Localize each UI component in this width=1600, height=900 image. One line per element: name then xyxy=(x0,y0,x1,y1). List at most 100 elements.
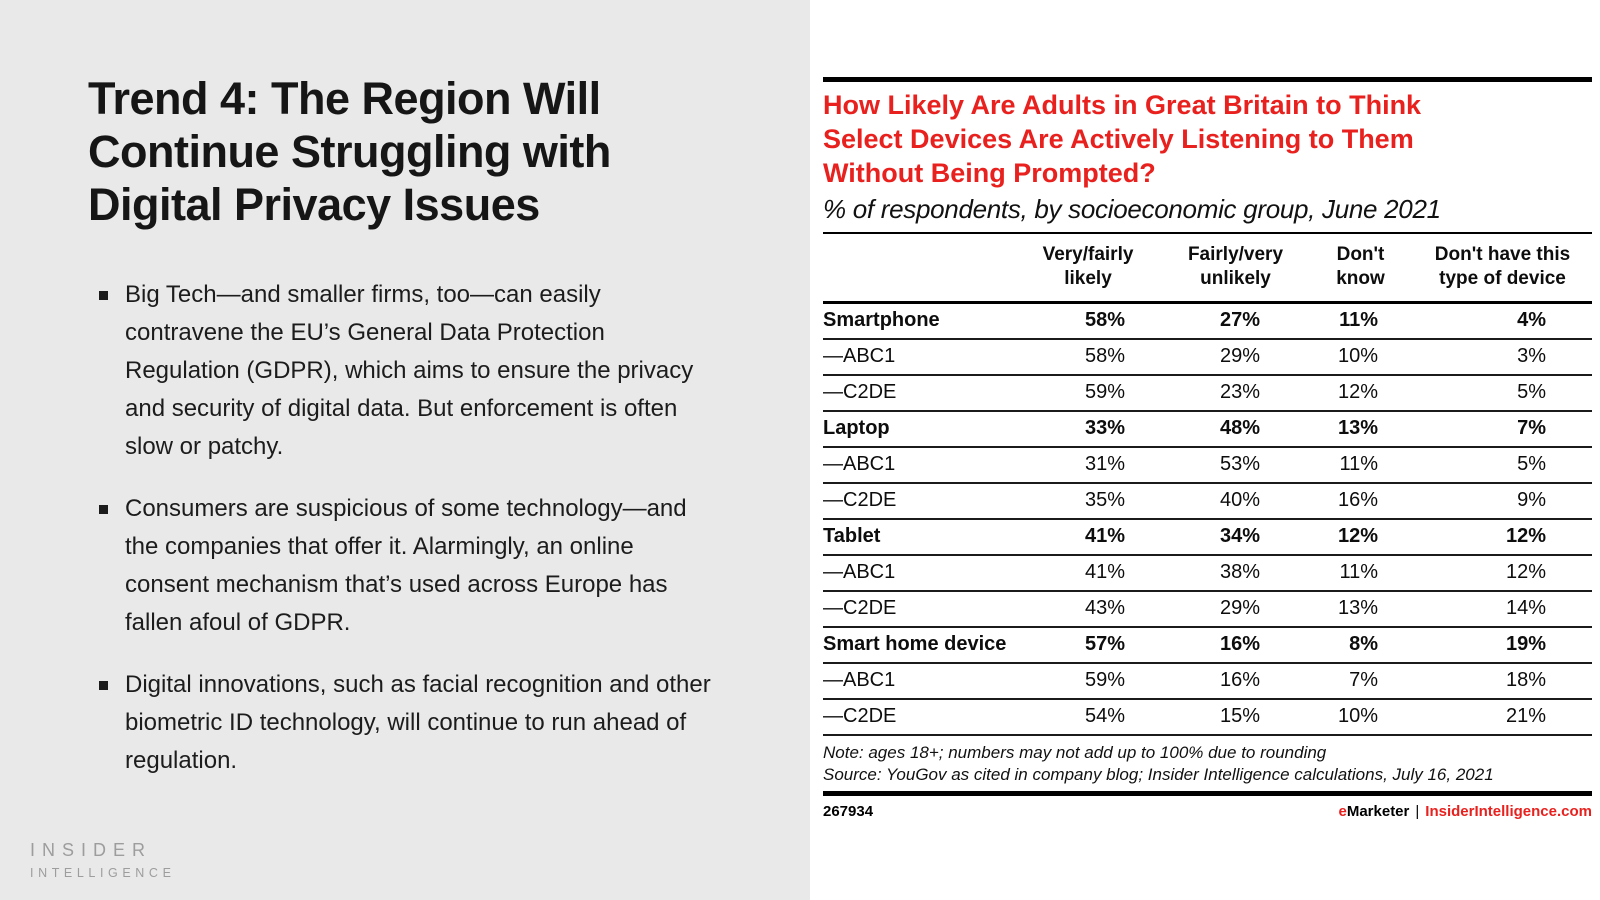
row-value: 29% xyxy=(1219,345,1260,367)
table-row: —ABC1 31% 53% 11% 5% xyxy=(823,448,1592,484)
table-row: Smart home device 57% 16% 8% 19% xyxy=(823,628,1592,664)
row-value: 10% xyxy=(1337,705,1378,727)
row-value: 8% xyxy=(1349,633,1378,655)
row-value: 35% xyxy=(1084,489,1125,511)
column-header-line: type of device xyxy=(1439,268,1566,289)
row-value: 21% xyxy=(1505,705,1546,727)
table-row: —ABC1 41% 38% 11% 12% xyxy=(823,556,1592,592)
insider-intelligence-logo: INSIDER INTELLIGENCE xyxy=(30,840,176,880)
row-value: 23% xyxy=(1219,381,1260,403)
logo-line-insider: INSIDER xyxy=(30,840,153,860)
row-value: 7% xyxy=(1517,417,1546,439)
row-label: —ABC1 xyxy=(823,561,896,583)
emarketer-chart: How Likely Are Adults in Great Britain t… xyxy=(823,77,1592,820)
chart-footer: 267934 eMarketer | InsiderIntelligence.com xyxy=(823,803,1592,820)
row-value: 41% xyxy=(1084,525,1125,547)
row-value: 59% xyxy=(1084,381,1125,403)
header-divider xyxy=(823,301,1592,304)
row-value: 34% xyxy=(1219,525,1260,547)
page-title: Trend 4: The Region Will Continue Strugg… xyxy=(88,72,748,231)
row-value: 16% xyxy=(1219,669,1260,691)
table-row: Smartphone 58% 27% 11% 4% xyxy=(823,304,1592,340)
page-title-line: Digital Privacy Issues xyxy=(88,179,540,230)
chart-title: How Likely Are Adults in Great Britain t… xyxy=(823,88,1592,190)
row-value: 4% xyxy=(1517,309,1546,331)
row-value: 31% xyxy=(1084,453,1125,475)
row-label: —ABC1 xyxy=(823,453,896,475)
chart-title-line: Select Devices Are Actively Listening to… xyxy=(823,124,1414,154)
page-title-line: Continue Struggling with xyxy=(88,126,611,177)
row-value: 3% xyxy=(1517,345,1546,367)
emarketer-logo-rest: Marketer xyxy=(1346,803,1410,820)
chart-bottom-divider xyxy=(823,791,1592,796)
row-value: 29% xyxy=(1219,597,1260,619)
column-header: Don't know xyxy=(1308,243,1413,291)
logo-line-intelligence: INTELLIGENCE xyxy=(30,866,176,880)
row-value: 59% xyxy=(1084,669,1125,691)
column-header: Fairly/very unlikely xyxy=(1163,243,1308,291)
row-value: 16% xyxy=(1219,633,1260,655)
column-header-line: Don't have this xyxy=(1434,244,1571,265)
row-value: 48% xyxy=(1219,417,1260,439)
row-value: 11% xyxy=(1339,309,1378,331)
row-value: 58% xyxy=(1084,345,1125,367)
column-header-line: Fairly/very xyxy=(1187,244,1284,265)
column-header-line: unlikely xyxy=(1200,268,1271,289)
chart-top-divider xyxy=(823,77,1592,82)
row-value: 54% xyxy=(1084,705,1125,727)
row-label: Smartphone xyxy=(823,309,940,331)
table-row: —C2DE 54% 15% 10% 21% xyxy=(823,700,1592,736)
table-row: —C2DE 43% 29% 13% 14% xyxy=(823,592,1592,628)
row-label: —C2DE xyxy=(823,705,897,727)
row-value: 13% xyxy=(1337,417,1378,439)
row-value: 18% xyxy=(1505,669,1546,691)
column-header-line: Don't xyxy=(1336,244,1385,265)
row-value: 12% xyxy=(1505,561,1546,583)
column-header-line: Very/fairly xyxy=(1042,244,1134,265)
list-item: Digital innovations, such as facial reco… xyxy=(99,666,724,780)
row-value: 19% xyxy=(1505,633,1546,655)
source-line: Source: YouGov as cited in company blog;… xyxy=(823,764,1494,784)
row-label: —ABC1 xyxy=(823,669,896,691)
row-value: 43% xyxy=(1084,597,1125,619)
bullet-text: Big Tech—and smaller firms, too—can easi… xyxy=(125,281,694,460)
row-label: Tablet xyxy=(823,525,881,547)
left-panel: Trend 4: The Region Will Continue Strugg… xyxy=(0,0,810,900)
chart-title-line: How Likely Are Adults in Great Britain t… xyxy=(823,90,1422,120)
row-value: 12% xyxy=(1337,525,1378,547)
table-row: Laptop 33% 48% 13% 7% xyxy=(823,412,1592,448)
row-value: 5% xyxy=(1517,453,1546,475)
row-value: 41% xyxy=(1084,561,1125,583)
brand-footer: eMarketer | InsiderIntelligence.com xyxy=(1338,803,1592,820)
row-label: —ABC1 xyxy=(823,345,896,367)
row-label: —C2DE xyxy=(823,489,897,511)
row-label: —C2DE xyxy=(823,381,897,403)
row-value: 57% xyxy=(1084,633,1125,655)
insider-intelligence-link[interactable]: InsiderIntelligence.com xyxy=(1425,803,1592,820)
row-label: Smart home device xyxy=(823,633,1007,655)
row-value: 13% xyxy=(1337,597,1378,619)
column-header: Don't have this type of device xyxy=(1413,243,1592,291)
row-value: 12% xyxy=(1337,381,1378,403)
column-header: Very/fairly likely xyxy=(1013,243,1163,291)
row-label: —C2DE xyxy=(823,597,897,619)
row-value: 14% xyxy=(1505,597,1546,619)
bullet-list: Big Tech—and smaller firms, too—can easi… xyxy=(99,276,724,804)
row-value: 5% xyxy=(1517,381,1546,403)
row-value: 16% xyxy=(1337,489,1378,511)
bullet-text: Digital innovations, such as facial reco… xyxy=(125,671,711,774)
page-title-line: Trend 4: The Region Will xyxy=(88,73,601,124)
column-header-line: know xyxy=(1336,268,1385,289)
chart-id: 267934 xyxy=(823,803,874,820)
table-row: —C2DE 35% 40% 16% 9% xyxy=(823,484,1592,520)
row-value: 27% xyxy=(1219,309,1260,331)
chart-title-line: Without Being Prompted? xyxy=(823,158,1156,188)
subtitle-divider xyxy=(823,232,1592,234)
row-value: 58% xyxy=(1084,309,1125,331)
row-value: 11% xyxy=(1339,561,1378,583)
row-value: 7% xyxy=(1349,669,1378,691)
chart-subtitle: % of respondents, by socioeconomic group… xyxy=(823,194,1441,224)
row-value: 15% xyxy=(1219,705,1260,727)
list-item: Consumers are suspicious of some technol… xyxy=(99,490,724,642)
row-value: 12% xyxy=(1505,525,1546,547)
